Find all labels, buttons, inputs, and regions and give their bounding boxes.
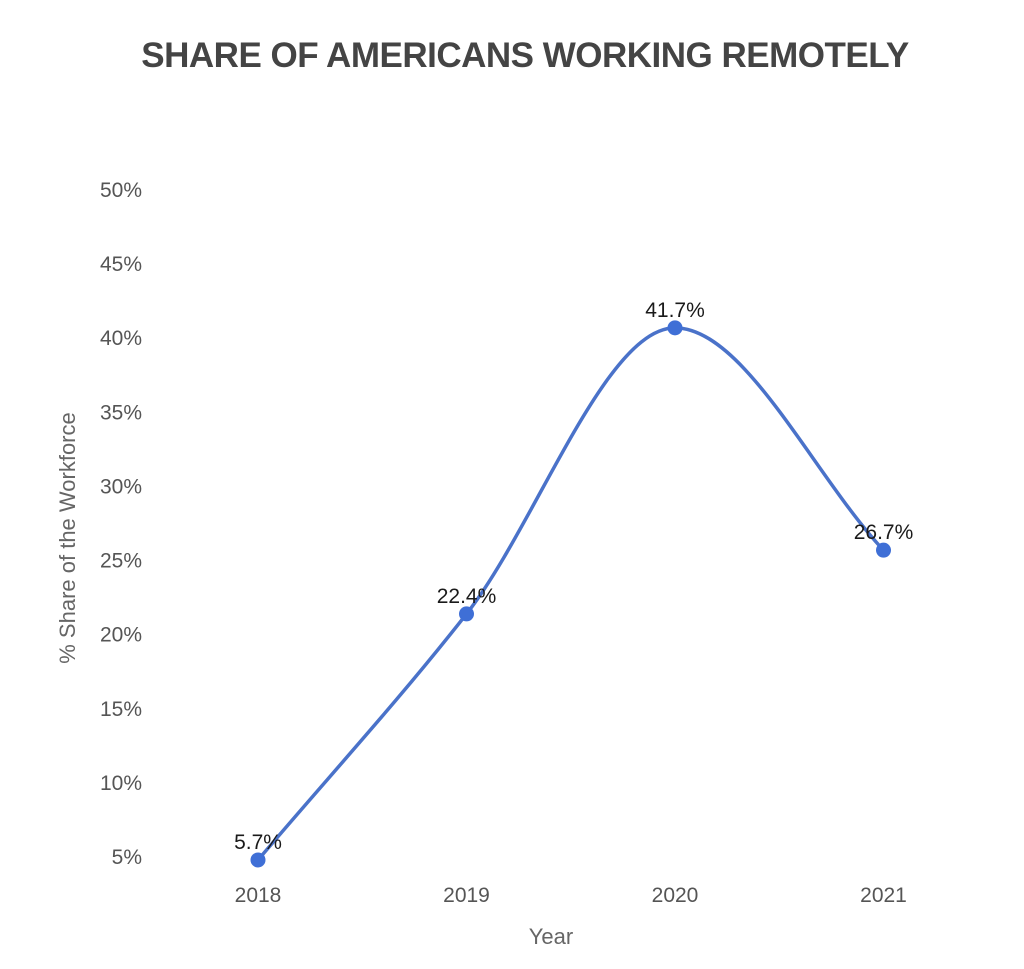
data-label: 26.7% (854, 521, 914, 544)
x-tick-label: 2020 (652, 884, 699, 907)
data-labels: 5.7% 22.4% 41.7% 26.7% (234, 299, 913, 854)
x-tick-label: 2019 (443, 884, 490, 907)
y-axis-title: % Share of the Workforce (55, 412, 80, 664)
chart-title: SHARE OF AMERICANS WORKING REMOTELY (141, 36, 909, 75)
data-label: 41.7% (645, 299, 705, 322)
y-tick-label: 5% (112, 846, 142, 869)
y-tick-label: 10% (100, 772, 142, 795)
y-tick-label: 40% (100, 327, 142, 350)
x-axis-title: Year (529, 924, 573, 949)
data-label: 5.7% (234, 831, 282, 854)
y-tick-label: 20% (100, 624, 142, 647)
data-label: 22.4% (437, 585, 497, 608)
series-line (256, 326, 886, 862)
x-tick-label: 2021 (860, 884, 907, 907)
x-axis-ticks: 2018 2019 2020 2021 (235, 884, 907, 907)
y-tick-label: 45% (100, 253, 142, 276)
y-tick-label: 50% (100, 179, 142, 202)
y-tick-label: 30% (100, 475, 142, 498)
y-tick-label: 15% (100, 698, 142, 721)
data-markers (250, 320, 891, 868)
x-tick-label: 2018 (235, 884, 282, 907)
data-point-marker (250, 852, 266, 868)
y-tick-label: 35% (100, 401, 142, 424)
y-axis-ticks: 5% 10% 15% 20% 25% 30% 35% 40% 45% 50% (100, 179, 142, 869)
data-point-marker (667, 320, 683, 336)
y-tick-label: 25% (100, 550, 142, 573)
data-point-marker (459, 606, 474, 622)
data-point-marker (876, 542, 891, 558)
